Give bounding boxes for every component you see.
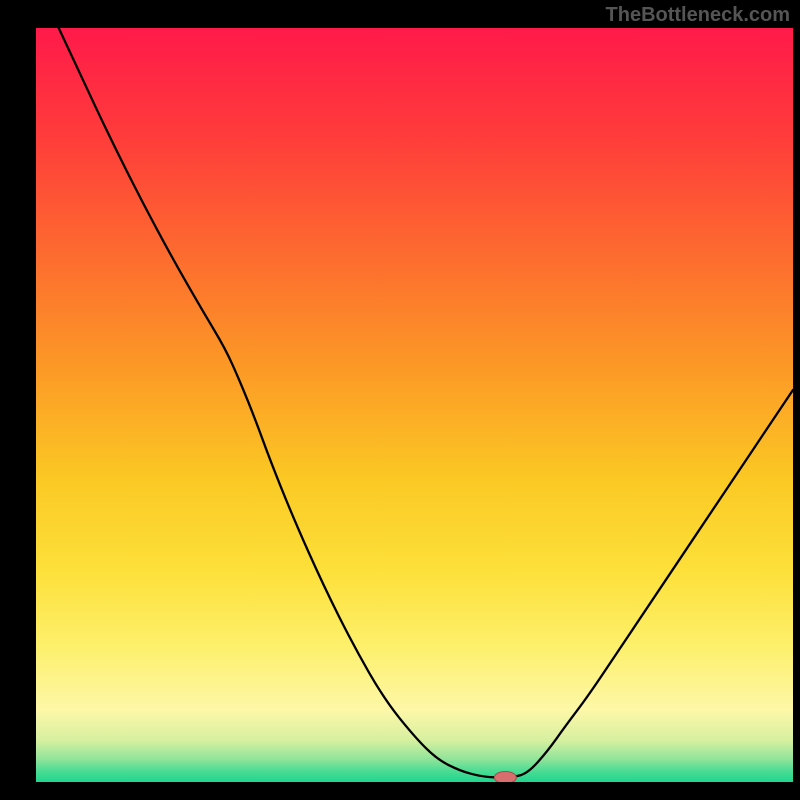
optimal-point-marker: [494, 771, 516, 782]
chart-background: [36, 28, 793, 782]
watermark-label: TheBottleneck.com: [606, 4, 790, 27]
chart-root: TheBottleneck.com: [0, 0, 800, 800]
plot-svg: [36, 28, 793, 782]
plot-area: [36, 28, 793, 782]
